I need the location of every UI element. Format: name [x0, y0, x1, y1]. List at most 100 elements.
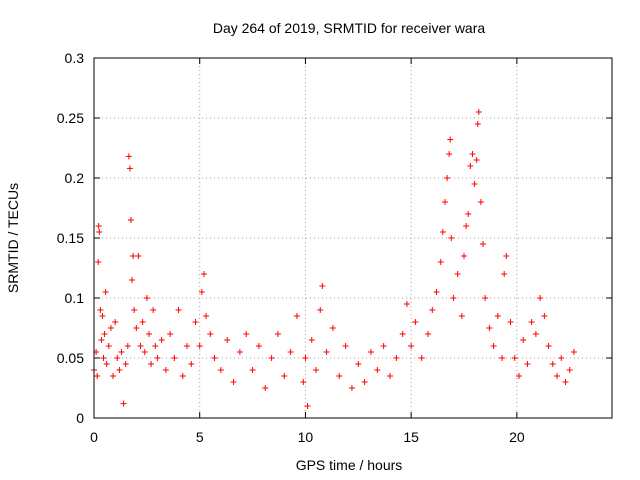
data-point [112, 319, 119, 325]
data-point [175, 307, 182, 313]
data-point [450, 295, 457, 301]
data-point [554, 373, 561, 379]
data-point [566, 367, 573, 373]
data-point [171, 355, 178, 361]
data-point [541, 313, 548, 319]
data-point [162, 367, 169, 373]
x-tick-label: 15 [403, 429, 419, 445]
data-point [507, 319, 514, 325]
data-point [97, 307, 104, 313]
y-tick-label: 0.3 [65, 50, 85, 66]
data-point [196, 343, 203, 349]
data-point [475, 109, 482, 115]
y-tick-labels: 0 0.05 0.1 0.15 0.2 0.25 0.3 [57, 50, 84, 426]
x-tick-label: 5 [196, 429, 204, 445]
data-point [323, 349, 330, 355]
data-point [447, 136, 454, 143]
x-tick-labels: 0 5 10 15 20 [90, 429, 525, 445]
data-point [537, 295, 544, 301]
data-point [148, 361, 155, 367]
data-point [570, 349, 577, 355]
data-point [203, 313, 210, 319]
data-point [141, 349, 148, 355]
data-point [130, 253, 137, 259]
data-point [501, 271, 508, 277]
data-point [545, 343, 552, 349]
data-point [198, 289, 205, 295]
data-point [499, 355, 506, 361]
data-point [467, 163, 474, 169]
data-point [96, 229, 103, 235]
data-point [262, 385, 269, 391]
data-point [114, 355, 121, 361]
data-point [100, 355, 107, 361]
y-tick-label: 0.25 [57, 110, 84, 126]
data-point [474, 121, 481, 127]
data-point [268, 355, 275, 361]
y-tick-label: 0.2 [65, 170, 85, 186]
data-point [167, 331, 174, 337]
data-point [95, 223, 102, 229]
data-point [482, 295, 489, 301]
data-point [126, 165, 133, 172]
x-tick-label: 10 [298, 429, 314, 445]
data-point [129, 277, 136, 283]
data-point [116, 367, 123, 373]
data-point [192, 319, 199, 325]
data-point [101, 331, 108, 337]
data-point [103, 361, 110, 367]
data-point [480, 241, 487, 247]
data-point [562, 379, 569, 385]
data-point [486, 325, 493, 331]
data-point [429, 307, 436, 313]
data-point [154, 355, 161, 361]
data-point [441, 199, 448, 205]
data-point [224, 337, 231, 343]
data-point [439, 229, 446, 235]
data-point [336, 373, 343, 379]
data-point [124, 343, 131, 349]
data-point [137, 343, 144, 349]
data-point [304, 403, 311, 409]
data-point [380, 343, 387, 349]
data-point [207, 331, 214, 337]
data-point [433, 289, 440, 295]
data-point [469, 151, 476, 157]
data-point [348, 385, 355, 391]
data-point [458, 313, 465, 319]
y-axis-label: SRMTID / TECUs [5, 183, 21, 293]
x-axis-label: GPS time / hours [296, 457, 403, 473]
data-point [158, 337, 165, 343]
data-point [107, 325, 114, 331]
data-point [274, 331, 281, 337]
data-point [558, 355, 565, 361]
data-point [387, 373, 393, 379]
data-point [152, 343, 159, 349]
data-point [102, 289, 109, 295]
data-point [120, 400, 127, 407]
data-point [281, 373, 288, 379]
data-point [184, 343, 191, 349]
data-point [308, 337, 315, 343]
data-point [408, 343, 415, 349]
data-point [317, 307, 324, 313]
data-point [444, 175, 451, 181]
data-point [94, 373, 101, 379]
grid-lines [94, 58, 612, 418]
data-point [463, 223, 470, 229]
data-point [287, 349, 294, 355]
data-point [355, 361, 362, 367]
data-point [342, 343, 349, 349]
data-point [300, 379, 307, 385]
data-point [99, 313, 106, 319]
data-point [230, 379, 237, 385]
data-point [188, 361, 195, 367]
data-point [524, 361, 531, 367]
data-point [465, 211, 472, 217]
data-point [494, 313, 501, 319]
data-point [150, 307, 157, 313]
data-point [412, 319, 419, 325]
data-point [367, 349, 374, 355]
data-point [511, 355, 518, 361]
y-tick-label: 0.15 [57, 230, 84, 246]
